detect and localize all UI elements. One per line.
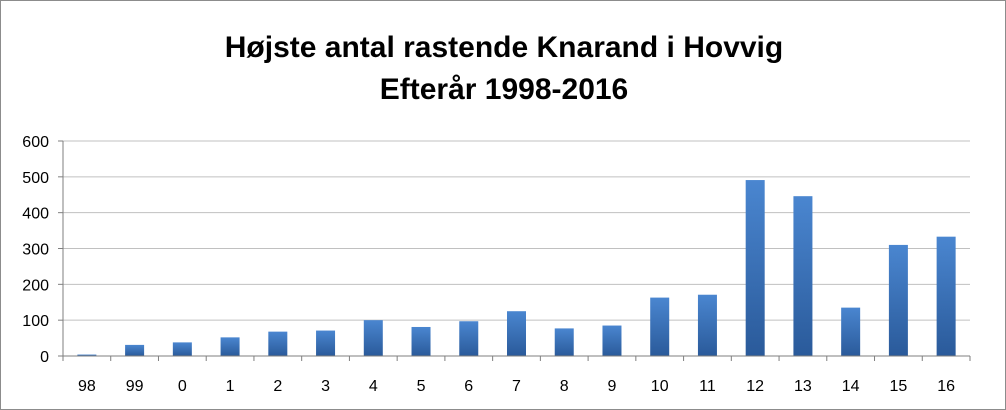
bar-13 (793, 196, 813, 356)
chart-title-line-2: Efterår 1998-2016 (379, 73, 629, 106)
bar-1 (220, 337, 240, 356)
bar-14 (841, 307, 861, 356)
x-tick-label: 4 (369, 378, 378, 395)
bar-5 (411, 326, 431, 356)
gridlines (58, 140, 970, 357)
x-tick-label: 3 (321, 378, 330, 395)
y-tick-label: 400 (22, 206, 49, 223)
x-tick-label: 9 (608, 378, 617, 395)
x-tick-label: 16 (937, 378, 955, 395)
x-tick-label: 13 (794, 378, 812, 395)
y-tick-label: 600 (22, 134, 49, 151)
bar-8 (554, 328, 574, 356)
x-tick-label: 2 (273, 378, 282, 395)
y-tick-label: 200 (22, 277, 49, 294)
bar-12 (745, 180, 765, 356)
y-tick-labels: 0 100 200 300 400 500 600 (22, 134, 49, 366)
x-tick-label: 6 (464, 378, 473, 395)
bars (77, 180, 956, 356)
x-tick-label: 0 (178, 378, 187, 395)
y-tick-label: 300 (22, 242, 49, 259)
x-tick-label: 11 (699, 378, 716, 395)
x-tick-label: 12 (746, 378, 764, 395)
y-tick-label: 500 (22, 170, 49, 187)
bar-3 (316, 330, 336, 356)
x-tick-label: 5 (417, 378, 426, 395)
y-tick-label: 0 (40, 349, 49, 366)
x-tick-label: 7 (512, 378, 521, 395)
bar-10 (650, 297, 670, 356)
bar-4 (363, 320, 383, 356)
y-tick-label: 100 (22, 313, 49, 330)
axes (62, 141, 971, 361)
x-tick-label: 99 (126, 378, 144, 395)
bar-16 (936, 236, 956, 356)
x-tick-label: 14 (842, 378, 860, 395)
x-tick-label: 10 (651, 378, 669, 395)
bar-99 (125, 344, 145, 356)
bar-7 (507, 311, 526, 356)
x-tick-label: 1 (226, 378, 235, 395)
x-tick-labels: 98 99 0 1 2 3 4 5 6 7 8 9 10 11 12 13 14 15 16 (78, 378, 955, 395)
x-tick-label: 98 (78, 378, 96, 395)
x-tick-label: 8 (560, 378, 569, 395)
chart-title-line-1: Højste antal rastende Knarand i Hovvig (224, 31, 784, 64)
bar-98 (77, 354, 97, 356)
chart-title: Højste antal rastende Knarand i Hovvig E… (1, 27, 1006, 111)
bar-6 (459, 321, 479, 356)
bar-15 (888, 244, 908, 356)
bar-0 (172, 342, 192, 356)
bar-11 (697, 294, 717, 356)
bar-9 (602, 325, 622, 356)
bar-2 (268, 331, 288, 356)
x-tick-label: 15 (889, 378, 907, 395)
